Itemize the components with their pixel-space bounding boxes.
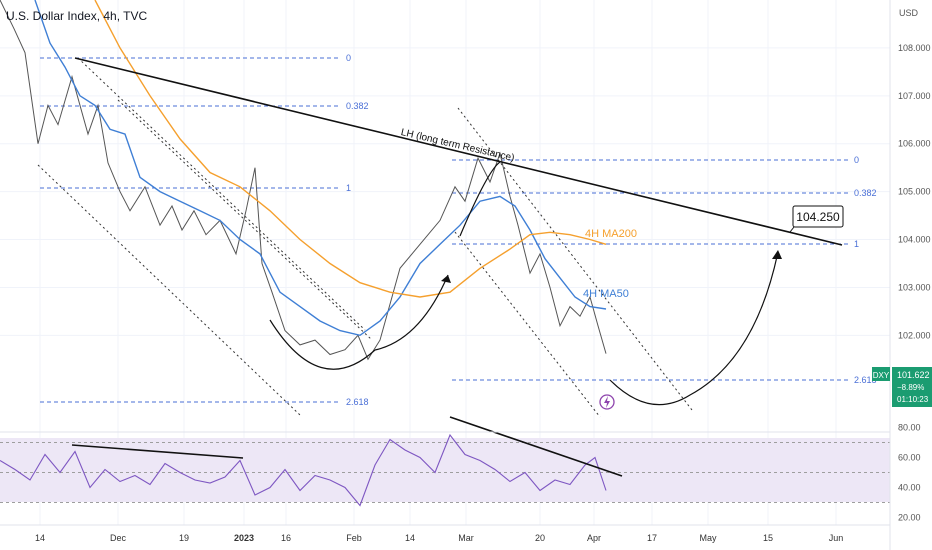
fib-level-label: 0.382 [854, 188, 877, 198]
rsi-trend-line-right [449, 416, 623, 477]
time-tick-label: Dec [110, 533, 127, 543]
fib-level-label: 0 [854, 155, 859, 165]
price-tick-label: 106.000 [898, 139, 931, 149]
price-chip [892, 367, 932, 407]
time-tick-label: Feb [346, 533, 362, 543]
ma50-label: 4H MA50 [583, 288, 629, 300]
last-price: 101.622 [897, 370, 930, 380]
fib-level-label: 2.618 [346, 397, 369, 407]
fib-level-label: 2.618 [854, 375, 877, 385]
channel-line-a [37, 164, 301, 416]
arc-bottom-left [269, 319, 376, 370]
fib-level-label: 1 [346, 183, 351, 193]
rsi-trend-line-left [71, 444, 244, 459]
channel-line-d [454, 231, 601, 418]
time-tick-label: Apr [587, 533, 601, 543]
chart-title: U.S. Dollar Index, 4h, TVC [6, 9, 148, 23]
price-tick-label: 102.000 [898, 330, 931, 340]
arc-top [459, 161, 501, 237]
series-4h-ma200 [94, 0, 607, 298]
price-tick-label: 108.000 [898, 43, 931, 53]
price-tick-label: 105.000 [898, 187, 931, 197]
fib-level-label: 0 [346, 53, 351, 63]
time-tick-label: 20 [535, 533, 545, 543]
time-tick-label: Mar [458, 533, 474, 543]
series-dxy [0, 0, 607, 361]
fib-level-label: 0.382 [346, 101, 369, 111]
countdown: 01:10:23 [897, 395, 929, 404]
arrow-head-right [772, 250, 782, 259]
rsi-tick-label: 40.00 [898, 483, 921, 493]
time-tick-label: 2023 [234, 533, 254, 543]
channel-line-b [77, 57, 366, 331]
arrow-head-left [441, 275, 451, 283]
target-label: 104.250 [796, 210, 840, 224]
time-tick-label: 14 [405, 533, 415, 543]
price-tick-label: 103.000 [898, 282, 931, 292]
rsi-tick-label: 60.00 [898, 453, 921, 463]
last-change: −8.89% [897, 383, 924, 392]
resistance-label: LH (long term Resistance) [400, 127, 516, 164]
time-tick-label: Jun [829, 533, 844, 543]
symbol-chip [872, 367, 890, 381]
rsi-tick-label: 80.00 [898, 423, 921, 433]
symbol-label: DXY [873, 371, 890, 380]
channel-line-e [457, 107, 693, 411]
rsi-tick-label: 20.00 [898, 513, 921, 523]
time-tick-label: 17 [647, 533, 657, 543]
fib-level-label: 1 [854, 239, 859, 249]
price-tick-label: 107.000 [898, 91, 931, 101]
channel-line-c [117, 99, 373, 341]
currency-label: USD [899, 8, 919, 18]
series-rsi [0, 433, 607, 507]
projection-path [609, 251, 779, 406]
resistance-line [74, 57, 843, 246]
arc-up-left [374, 274, 449, 351]
ma200-label: 4H MA200 [585, 228, 637, 240]
channel-lines [37, 57, 693, 418]
time-tick-label: 15 [763, 533, 773, 543]
time-tick-label: 16 [281, 533, 291, 543]
price-tick-label: 104.000 [898, 235, 931, 245]
last-price-badge: DXY 101.622 −8.89% 01:10:23 [872, 367, 932, 407]
target-box [792, 205, 844, 228]
series-4h-ma50 [34, 0, 607, 337]
time-tick-label: 19 [179, 533, 189, 543]
lightning-icon[interactable] [599, 394, 615, 410]
time-tick-label: May [699, 533, 717, 543]
time-tick-label: 14 [35, 533, 45, 543]
